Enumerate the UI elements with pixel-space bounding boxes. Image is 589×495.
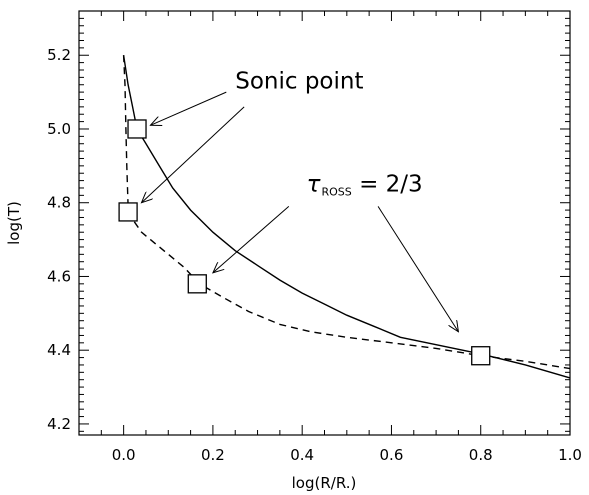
y-axis-label: log(T) — [5, 201, 23, 245]
annotation-arrow — [213, 206, 290, 272]
x-tick-label: 0.8 — [469, 446, 493, 464]
annotation-arrow — [150, 91, 227, 125]
x-tick-label: 0.4 — [290, 446, 314, 464]
series-lines — [122, 55, 571, 379]
y-tick-label: 5.0 — [47, 120, 71, 138]
square-marker — [471, 346, 491, 366]
tau-symbol: τ — [307, 172, 321, 198]
sonic-point-annotation: Sonic point — [235, 68, 363, 94]
y-tick-label: 4.8 — [47, 194, 71, 212]
axis-ticks — [78, 10, 571, 435]
tau-equals-value: = 2/3 — [352, 172, 423, 198]
x-tick-label: 1.0 — [558, 446, 582, 464]
annotation-arrows — [141, 91, 458, 332]
square-marker — [187, 274, 207, 294]
square-marker — [127, 119, 147, 139]
dashed-series-line — [122, 55, 571, 370]
x-tick-label: 0.2 — [201, 446, 225, 464]
x-tick-label: 0.6 — [380, 446, 404, 464]
tau-subscript: ROSS — [322, 186, 352, 199]
square-markers — [118, 119, 491, 366]
x-tick-label: 0.0 — [112, 446, 136, 464]
annotation-arrow — [141, 106, 245, 203]
axis-tick-labels: 0.0 0.2 0.4 0.6 0.8 1.0 4.2 4.4 4.6 4.8 5.0 5.2 — [47, 46, 582, 464]
y-tick-label: 5.2 — [47, 46, 71, 64]
annotation-arrow — [377, 206, 458, 331]
y-tick-label: 4.4 — [47, 341, 71, 359]
y-tick-label: 4.2 — [47, 415, 71, 433]
solid-series-line — [122, 55, 571, 379]
tau-ross-annotation: τROSS = 2/3 — [307, 172, 423, 199]
y-tick-label: 4.6 — [47, 267, 71, 285]
x-axis-label: log(R/R.) — [292, 474, 357, 492]
square-marker — [118, 202, 138, 222]
